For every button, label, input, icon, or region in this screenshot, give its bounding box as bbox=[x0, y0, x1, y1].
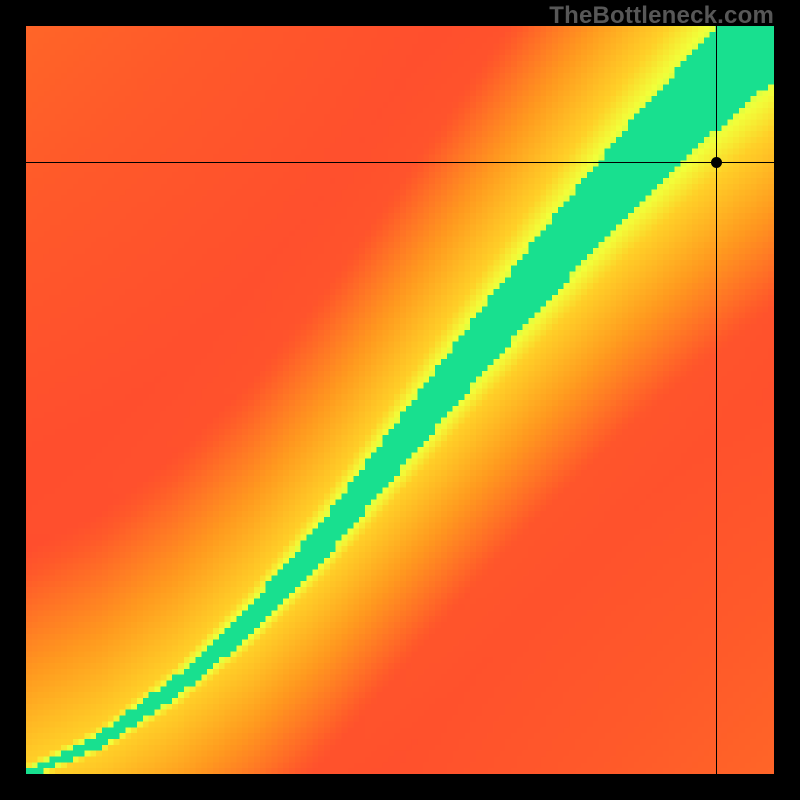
bottleneck-heatmap bbox=[26, 26, 774, 774]
crosshair-horizontal-line bbox=[26, 162, 774, 163]
crosshair-vertical-line bbox=[716, 26, 717, 774]
crosshair-marker-dot bbox=[711, 157, 722, 168]
watermark-text: TheBottleneck.com bbox=[549, 2, 774, 30]
